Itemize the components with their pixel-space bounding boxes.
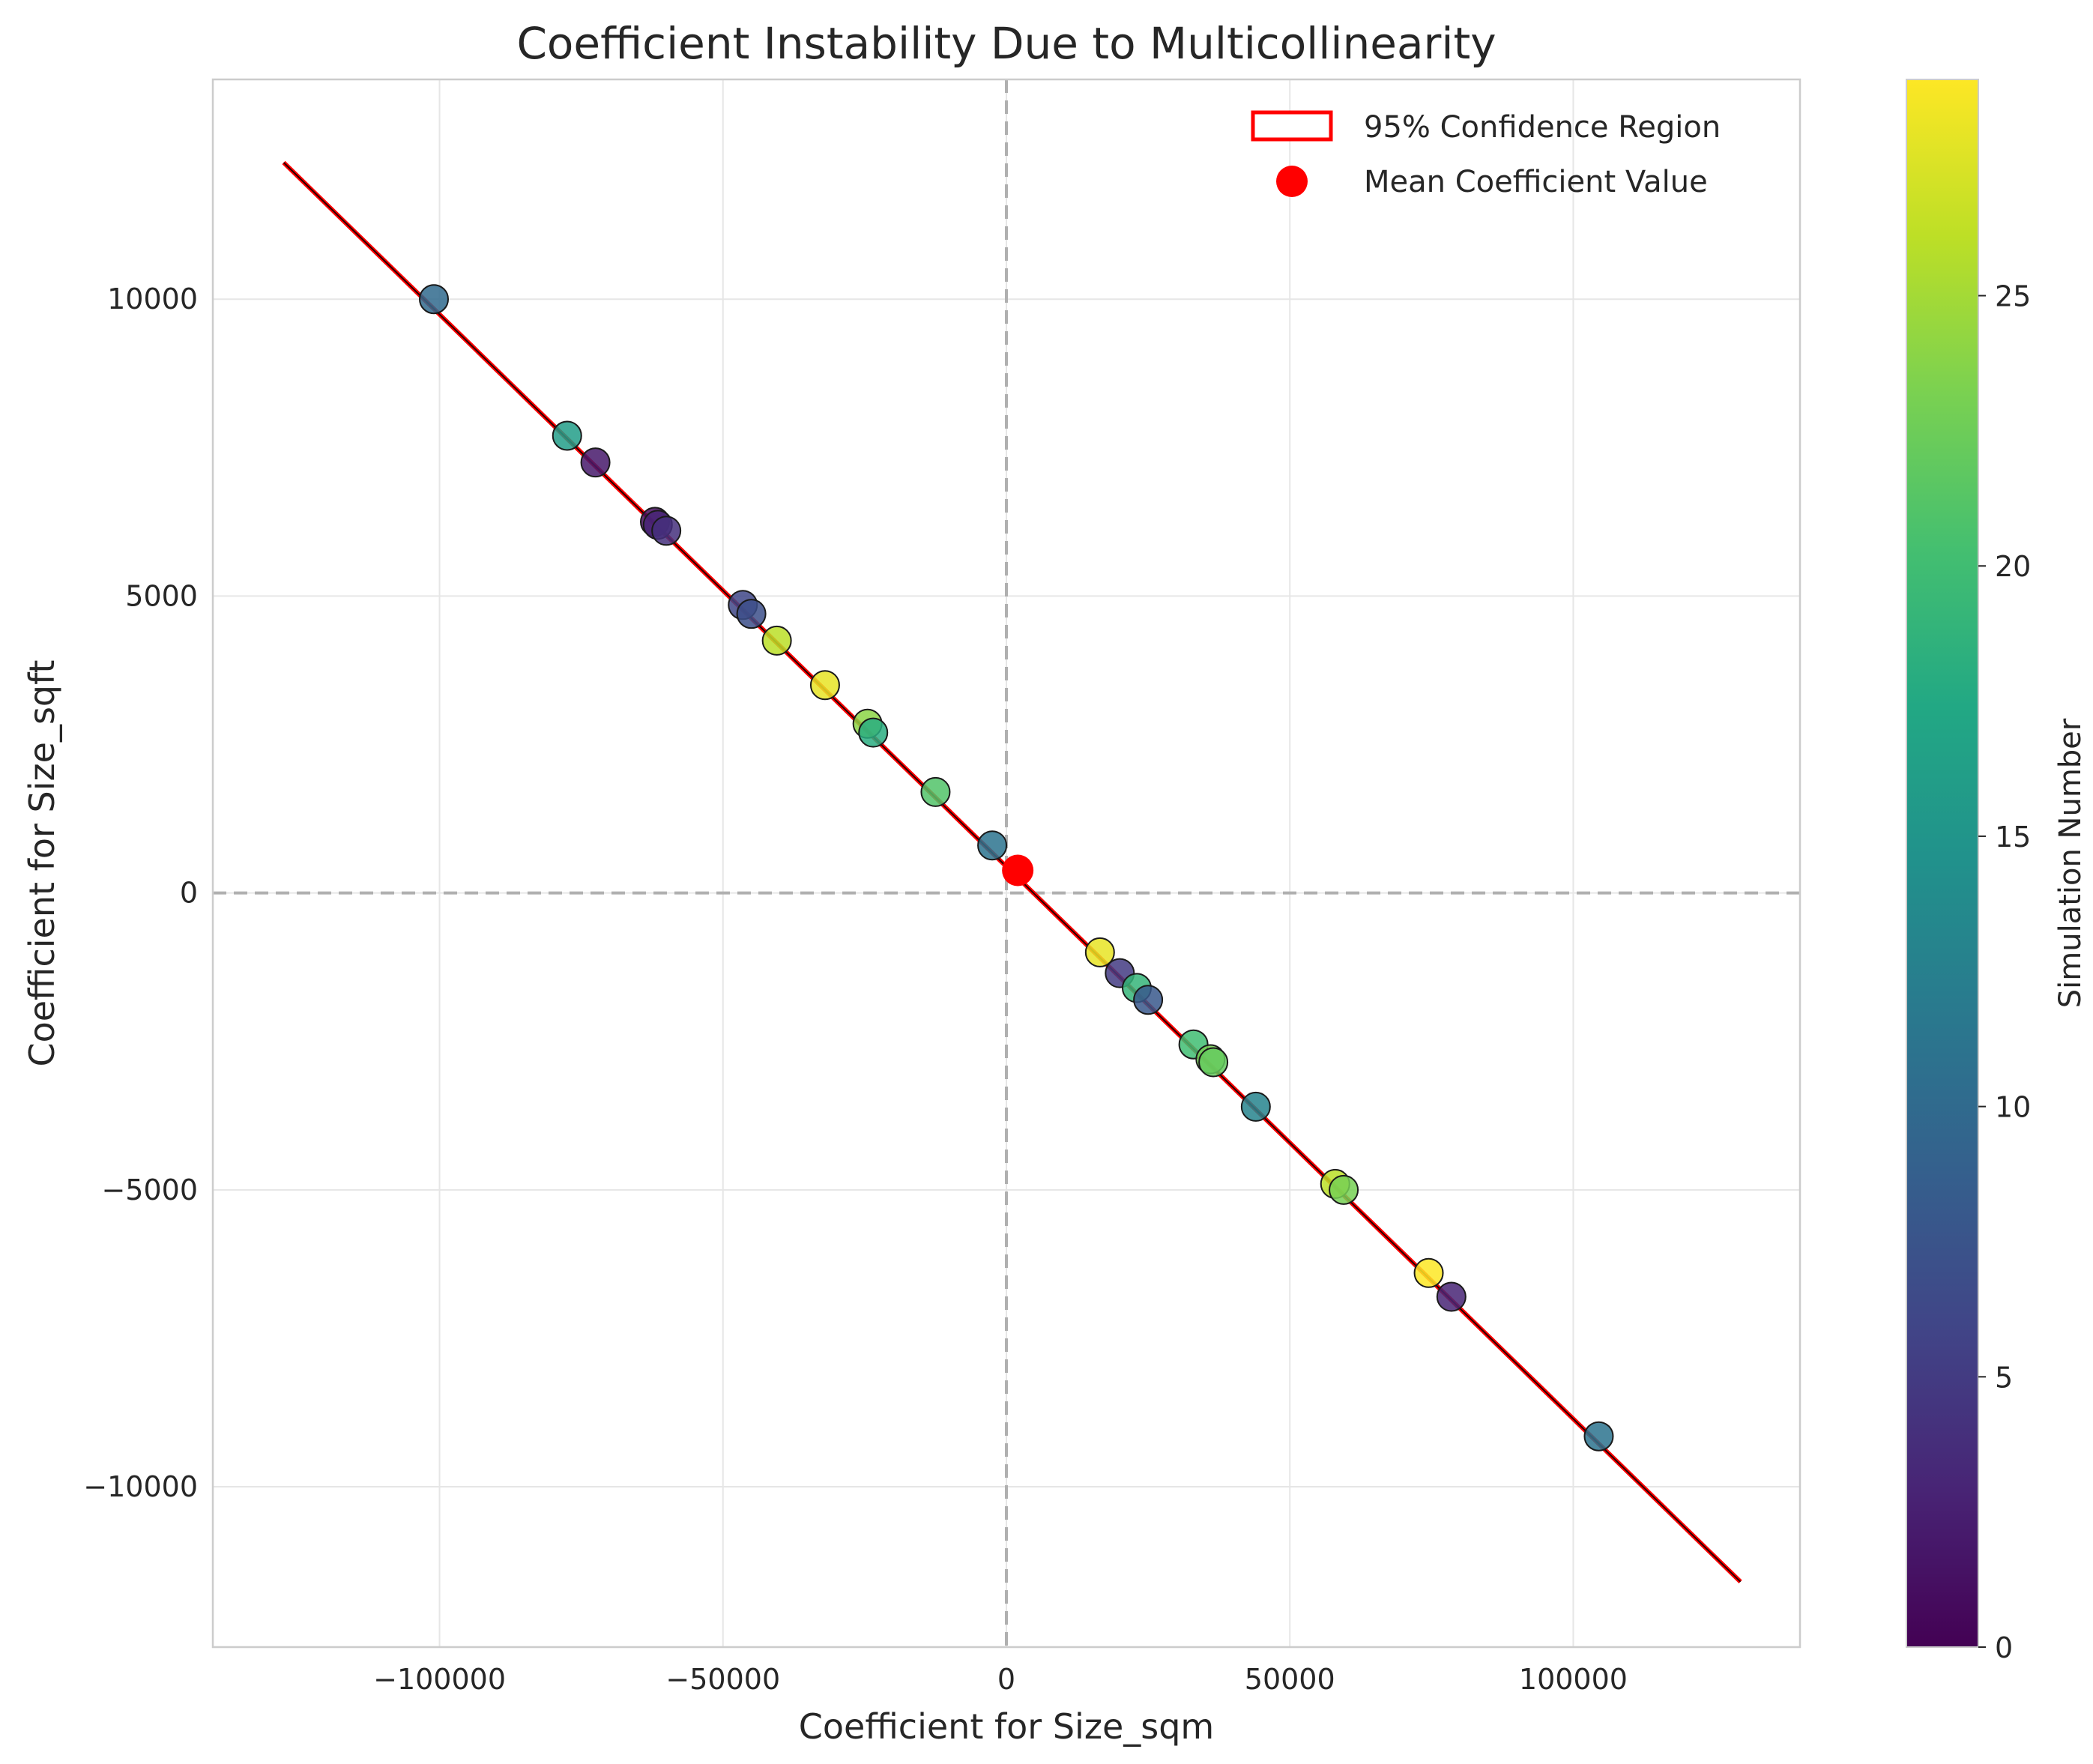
scatter-point [651,516,682,546]
scatter-point [1133,985,1164,1015]
scatter-point [1583,1421,1614,1452]
scatter-point [977,830,1008,861]
colorbar-ticks: 0 5 10 15 20 25 [1978,280,2031,1664]
scatter-point [1198,1047,1229,1078]
x-tick-label: 50000 [1245,1663,1335,1696]
colorbar: 0 5 10 15 20 25 Simulation Number [1906,79,2088,1664]
y-tick-label: −5000 [101,1174,198,1206]
scatter-point [761,625,792,656]
y-tick-labels: −10000 −5000 0 5000 10000 [83,283,198,1503]
mean-point-group [1002,854,1034,886]
chart-title: Coefficient Instability Due to Multicoll… [516,18,1496,69]
scatter-point [1329,1174,1359,1205]
colorbar-tick-label: 0 [1995,1631,2013,1664]
scatter-points [419,284,1614,1452]
legend-mean-label: Mean Coefficient Value [1364,165,1708,199]
scatter-point [580,447,611,478]
x-tick-label: −100000 [373,1663,506,1696]
scatter-point [736,599,767,629]
scatter-point [1413,1257,1444,1288]
scatter-point [1240,1091,1271,1122]
y-tick-label: 5000 [125,579,198,612]
colorbar-tick-label: 25 [1995,280,2031,313]
y-tick-label: −10000 [83,1470,198,1503]
legend-mean-marker [1276,166,1308,197]
scatter-point [858,717,889,748]
colorbar-gradient [1906,79,1979,1648]
colorbar-tick-label: 10 [1995,1091,2031,1124]
x-tick-label: −50000 [665,1663,780,1696]
mean-coefficient-point [1002,854,1034,886]
scatter-point [419,284,450,315]
colorbar-tick-label: 20 [1995,550,2031,583]
scatter-point [920,776,951,807]
y-axis-label: Coefficient for Size_sqft [22,659,62,1066]
scatter-point [809,670,840,701]
legend-confidence-label: 95% Confidence Region [1364,110,1721,145]
x-tick-label: 0 [997,1663,1015,1696]
legend: 95% Confidence Region Mean Coefficient V… [1251,110,1721,199]
colorbar-tick-label: 5 [1995,1361,2013,1394]
legend-confidence-swatch [1251,110,1333,142]
x-tick-labels: −100000 −50000 0 50000 100000 [373,1663,1628,1696]
colorbar-label: Simulation Number [2053,718,2088,1008]
colorbar-tick-label: 15 [1995,821,2031,854]
scatter-point [552,420,582,451]
x-tick-label: 100000 [1519,1663,1628,1696]
y-tick-label: 0 [180,877,198,910]
x-axis-label: Coefficient for Size_sqm [799,1706,1215,1747]
scatter-point [1084,937,1115,967]
y-tick-label: 10000 [107,283,198,315]
scatter-point [1436,1281,1467,1312]
plot-border [211,78,1801,1649]
